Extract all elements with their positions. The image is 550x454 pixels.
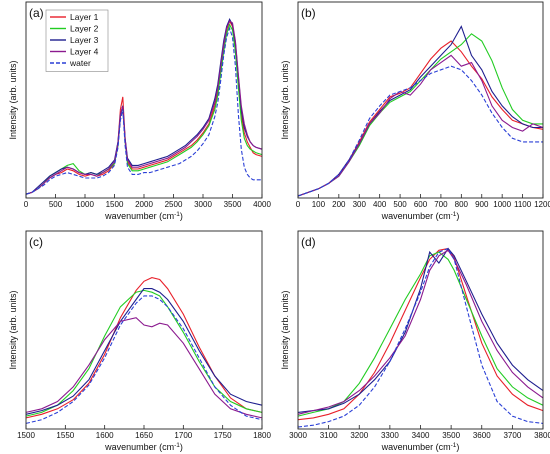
series-line-2 [297,247,544,413]
series-line-4 [297,65,543,197]
plot-frame [297,230,544,430]
x-tick-label: 3300 [381,431,399,440]
x-tick-label: 500 [393,200,407,209]
series-line-0 [297,247,544,421]
x-tick-label: 1100 [514,200,532,209]
x-tick-label: 2500 [165,200,183,209]
series-line-3 [25,317,263,419]
x-tick-label: 800 [455,200,469,209]
legend-label: Layer 4 [70,47,99,57]
x-tick-label: 0 [24,200,29,209]
panel-0: 0 500 1000 1500 2000 2500 3000 3500 4000 wavenumb… [8,1,271,221]
series-line-1 [297,33,543,197]
y-axis-label: Intensity (arb. units) [280,290,290,369]
panel-label: (b) [301,6,316,20]
x-tick-label: 3500 [442,431,460,440]
series-line-0 [25,277,263,419]
legend-label: Layer 3 [70,35,99,45]
x-tick-label: 700 [434,200,448,209]
x-tick-label: 3100 [320,431,338,440]
x-tick-label: 1550 [56,431,74,440]
x-tick-label: 1650 [135,431,153,440]
legend-label: Layer 2 [70,24,99,34]
legend-label: water [69,58,91,68]
series-line-4 [297,247,544,428]
series-line-3 [297,54,544,197]
x-axis-label: wavenumber (cm-1) [381,211,460,221]
x-axis-label: wavenumber (cm-1) [381,442,460,452]
x-tick-label: 200 [332,200,346,209]
x-tick-label: 3700 [503,431,521,440]
x-tick-label: 1200 [534,200,550,209]
legend-label: Layer 1 [70,12,99,22]
x-tick-label: 4000 [253,200,271,209]
x-tick-label: 400 [373,200,387,209]
x-tick-label: 3000 [194,200,212,209]
x-tick-label: 1500 [17,431,35,440]
x-tick-label: 3600 [473,431,491,440]
series-line-1 [25,289,263,417]
panel-2: 1500 1550 1600 1650 1700 1750 1800 wavenumber (… [8,230,271,452]
x-tick-label: 1800 [253,431,271,440]
x-tick-label: 1000 [76,200,94,209]
x-tick-label: 0 [296,200,301,209]
series-line-4 [25,295,263,424]
x-tick-label: 900 [475,200,489,209]
panel-label: (d) [301,235,316,249]
series-line-4 [25,26,262,195]
series-line-0 [297,40,544,197]
x-tick-label: 1500 [106,200,124,209]
x-tick-label: 1000 [493,200,511,209]
panel-label: (c) [29,235,43,249]
plot-frame [25,230,263,430]
y-axis-label: Intensity (arb. units) [280,60,290,139]
series-line-1 [25,23,263,195]
x-tick-label: 1700 [174,431,192,440]
legend-box [45,9,109,72]
series-line-2 [297,25,543,197]
y-axis-label: Intensity (arb. units) [8,60,18,139]
panel-1: 0 100 200 300 400 500 600 700 800 900 1000 1100 1200… [280,1,550,221]
x-tick-label: 500 [49,200,63,209]
x-tick-label: 2000 [135,200,153,209]
x-tick-label: 3400 [412,431,430,440]
x-tick-label: 1750 [214,431,232,440]
x-tick-label: 3200 [350,431,368,440]
x-axis-label: wavenumber (cm-1) [104,211,183,221]
panel-label: (a) [29,6,44,20]
plot-frame [297,1,544,199]
x-tick-label: 3000 [289,431,307,440]
x-tick-label: 300 [353,200,367,209]
y-axis-label: Intensity (arb. units) [8,290,18,369]
x-tick-label: 100 [312,200,326,209]
x-tick-label: 600 [414,200,428,209]
x-tick-label: 3500 [224,200,242,209]
series-line-3 [297,249,544,415]
series-line-3 [25,20,263,195]
x-tick-label: 1600 [96,431,114,440]
x-axis-label: wavenumber (cm-1) [104,442,183,452]
series-line-2 [25,288,263,415]
x-tick-label: 3800 [534,431,550,440]
panel-3: 3000 3100 3200 3300 3400 3500 3600 3700 3800 wave… [280,230,550,452]
